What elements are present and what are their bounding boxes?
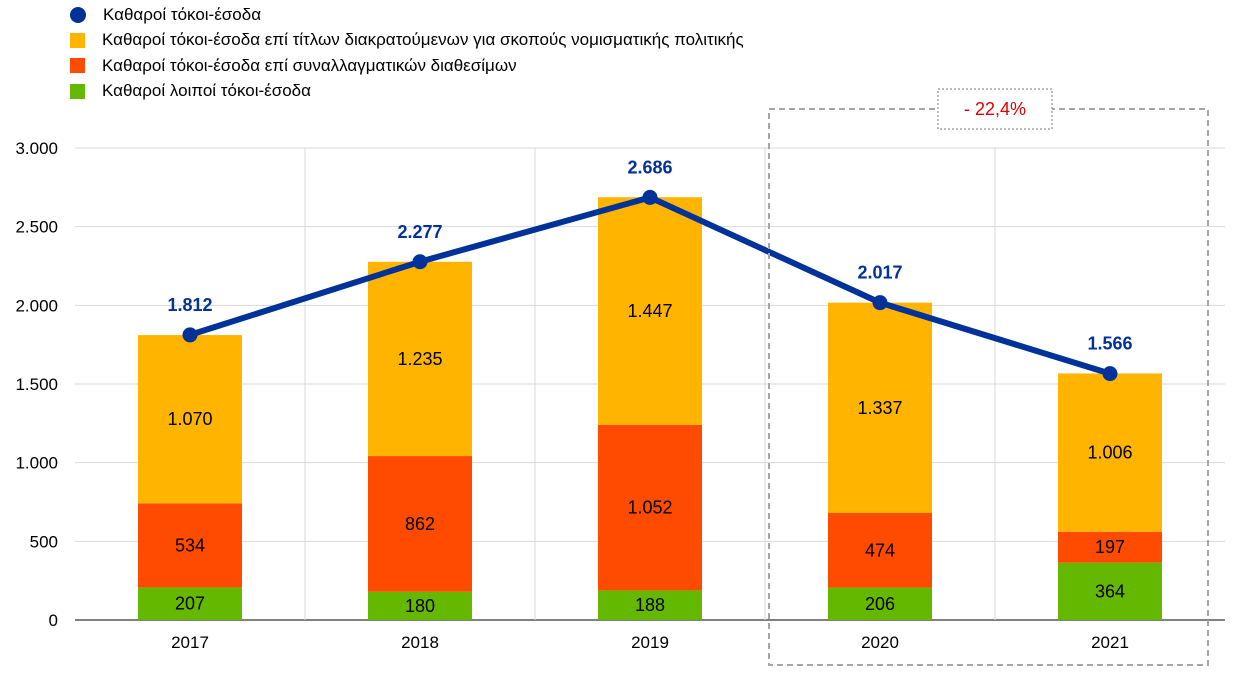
total-value-label: 2.686 <box>627 157 672 177</box>
bar-value-label: 1.447 <box>627 301 672 321</box>
annotation-label: - 22,4% <box>964 99 1026 119</box>
bar-segment <box>368 261 472 457</box>
bar-segment <box>1058 531 1162 563</box>
bar-value-label: 364 <box>1095 581 1125 601</box>
legend-marker-square <box>70 32 85 48</box>
bar-value-label: 188 <box>635 595 665 615</box>
bar-value-label: 862 <box>405 514 435 534</box>
bar-segment <box>1058 562 1162 620</box>
y-tick-label: 3.000 <box>15 139 58 158</box>
bar-segment <box>1058 373 1162 532</box>
bar-segment <box>138 335 242 504</box>
bar-value-label: 1.337 <box>857 398 902 418</box>
total-point <box>872 295 888 311</box>
bar-segment <box>828 302 932 514</box>
legend-label: Καθαροί τόκοι-έσοδα επί τίτλων διακρατού… <box>102 30 744 50</box>
total-point <box>412 254 428 270</box>
legend-item-other-interest: Καθαροί λοιποί τόκοι-έσοδα <box>70 79 744 105</box>
total-value-label: 2.277 <box>397 222 442 242</box>
bar-segment <box>598 197 702 425</box>
legend-marker-square <box>70 83 85 99</box>
highlight-box <box>768 108 1209 666</box>
bar-value-label: 207 <box>175 594 205 614</box>
bar-segment <box>598 590 702 620</box>
y-tick-label: 500 <box>30 532 58 551</box>
bar-segment <box>598 424 702 591</box>
bar-segment <box>368 591 472 620</box>
x-axis: 2017 2018 2019 2020 2021 <box>171 633 1129 652</box>
bars: 207 534 1.070 180 862 1.235 188 1.052 1.447 206 47… <box>138 197 1162 620</box>
y-tick-label: 1.000 <box>15 454 58 473</box>
bar-value-label: 197 <box>1095 537 1125 557</box>
legend-item-net-interest-income: Καθαροί τόκοι-έσοδα <box>70 2 744 28</box>
y-tick-label: 2.000 <box>15 296 58 315</box>
legend-label: Καθαροί τόκοι-έσοδα επί συναλλαγματικών … <box>102 55 517 75</box>
bar-segment <box>138 503 242 588</box>
bar-value-label: 180 <box>405 596 435 616</box>
x-tick-label: 2019 <box>631 633 669 652</box>
bar-segment <box>828 513 932 588</box>
legend-label: Καθαροί τόκοι-έσοδα <box>103 4 262 24</box>
x-tick-label: 2017 <box>171 633 209 652</box>
legend-item-foreign-reserves: Καθαροί τόκοι-έσοδα επί συναλλαγματικών … <box>70 53 744 79</box>
y-axis: 0 500 1.000 1.500 2.000 2.500 3.000 <box>15 139 58 630</box>
y-tick-label: 2.500 <box>15 218 58 237</box>
bar-value-label: 1.070 <box>167 409 212 429</box>
x-tick-label: 2020 <box>861 633 899 652</box>
total-line-series: 1.812 2.277 2.686 2.017 1.566 <box>167 157 1133 382</box>
total-value-label: 2.017 <box>857 263 902 283</box>
legend-label: Καθαροί λοιποί τόκοι-έσοδα <box>102 81 311 101</box>
total-point <box>182 327 198 343</box>
x-tick-label: 2021 <box>1091 633 1129 652</box>
bar-segment <box>828 587 932 620</box>
y-tick-label: 0 <box>49 611 58 630</box>
legend: Καθαροί τόκοι-έσοδα Καθαροί τόκοι-έσοδα … <box>70 2 744 104</box>
bar-segment <box>368 456 472 592</box>
change-annotation: - 22,4% <box>768 88 1209 666</box>
x-tick-label: 2018 <box>401 633 439 652</box>
bar-value-label: 1.235 <box>397 349 442 369</box>
bar-value-label: 474 <box>865 540 895 560</box>
bar-value-label: 1.052 <box>627 498 672 518</box>
bar-segment <box>138 587 242 620</box>
legend-marker-square <box>70 58 85 74</box>
annotation-label-box <box>937 88 1053 130</box>
bar-value-label: 1.006 <box>1087 443 1132 463</box>
total-value-label: 1.566 <box>1087 334 1132 354</box>
total-point <box>1102 366 1118 382</box>
y-tick-label: 1.500 <box>15 375 58 394</box>
total-point <box>642 189 658 205</box>
bar-value-label: 206 <box>865 594 895 614</box>
legend-marker-circle <box>70 6 86 23</box>
total-value-label: 1.812 <box>167 295 212 315</box>
legend-item-monetary-policy-securities: Καθαροί τόκοι-έσοδα επί τίτλων διακρατού… <box>70 28 744 54</box>
bar-value-label: 534 <box>175 535 205 555</box>
